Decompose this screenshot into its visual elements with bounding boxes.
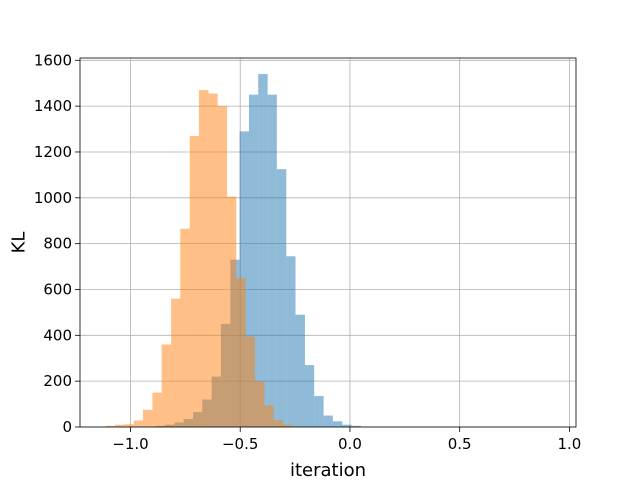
histogram-bar bbox=[208, 93, 218, 427]
y-tick-label: 0 bbox=[62, 418, 72, 436]
y-tick-label: 1200 bbox=[34, 143, 72, 161]
histogram-bar bbox=[236, 278, 246, 427]
x-tick-label: 0.5 bbox=[448, 435, 472, 453]
histogram-bar bbox=[258, 74, 268, 427]
histogram-bar bbox=[267, 94, 277, 427]
histogram-bar bbox=[295, 314, 305, 427]
histogram-bar bbox=[254, 381, 265, 427]
y-tick-label: 200 bbox=[43, 372, 72, 390]
histogram-bar bbox=[142, 409, 153, 427]
histogram-bar bbox=[342, 424, 352, 427]
histogram-bar bbox=[248, 94, 259, 427]
y-tick-label: 1400 bbox=[34, 97, 72, 115]
histogram-bar bbox=[332, 421, 343, 427]
histogram-bar bbox=[161, 344, 172, 427]
histogram-bar bbox=[171, 298, 181, 427]
histogram-bar bbox=[133, 420, 143, 427]
histogram-bar bbox=[351, 425, 361, 427]
histogram-bar bbox=[283, 424, 293, 427]
histogram-bar bbox=[180, 228, 190, 427]
histogram-bar bbox=[105, 425, 116, 427]
histogram-bar bbox=[304, 365, 315, 427]
histogram-bar bbox=[245, 336, 255, 427]
x-tick-label: −0.5 bbox=[222, 435, 258, 453]
y-tick-label: 1600 bbox=[34, 51, 72, 69]
y-tick-label: 800 bbox=[43, 235, 72, 253]
histogram-bar bbox=[189, 135, 199, 427]
histogram-bar bbox=[217, 106, 228, 427]
histogram-bar bbox=[286, 256, 296, 427]
y-tick-label: 400 bbox=[43, 326, 72, 344]
histogram-bar bbox=[152, 392, 162, 427]
y-tick-label: 1000 bbox=[34, 189, 72, 207]
histogram-bar bbox=[124, 424, 134, 427]
x-tick-label: −1.0 bbox=[112, 435, 148, 453]
histogram-bar bbox=[115, 424, 125, 427]
ticks: −1.0 −0.5 0.0 0.5 1.0 0 200 400 600 800 1000 1200 14… bbox=[34, 51, 582, 453]
histogram-bar bbox=[227, 196, 237, 427]
grid bbox=[80, 58, 576, 428]
bars bbox=[105, 74, 361, 427]
y-tick-label: 600 bbox=[43, 280, 72, 298]
y-axis-label: KL bbox=[8, 232, 29, 254]
histogram-bar bbox=[314, 396, 324, 427]
histogram-bar bbox=[264, 405, 274, 427]
histogram-bar bbox=[276, 169, 287, 427]
histogram-bar bbox=[273, 420, 284, 427]
x-axis-label: iteration bbox=[290, 460, 366, 480]
x-tick-label: 1.0 bbox=[557, 435, 581, 453]
histogram-bar bbox=[323, 415, 333, 427]
plot-frame bbox=[79, 57, 577, 428]
histogram-bar bbox=[198, 90, 209, 427]
x-tick-label: 0.0 bbox=[338, 435, 362, 453]
series-2 bbox=[105, 90, 293, 427]
